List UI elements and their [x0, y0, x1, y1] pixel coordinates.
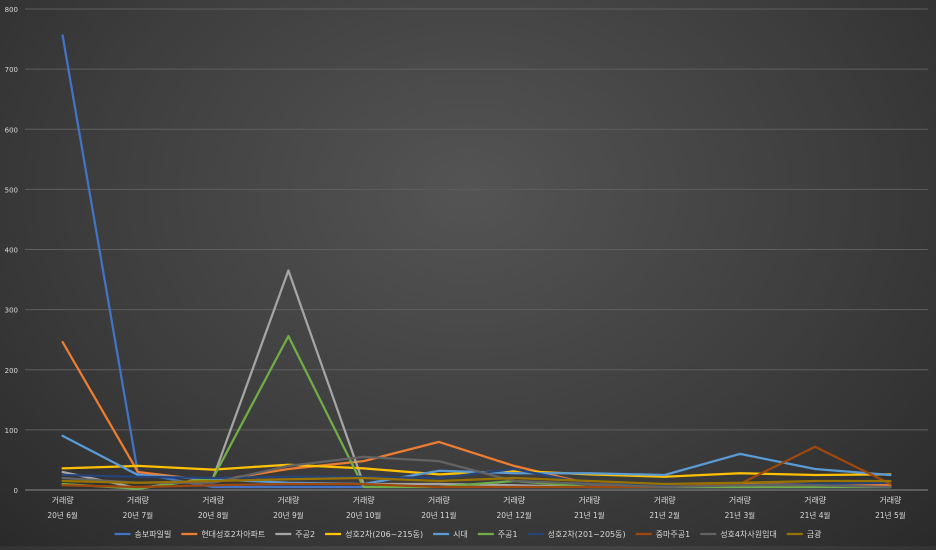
legend-item: 중마주공1: [635, 530, 691, 539]
legend-item: 주공2: [275, 530, 315, 539]
y-tick-label: 100: [5, 427, 18, 435]
legend-label: 성호2차(201~205동): [548, 530, 626, 539]
y-tick-label: 700: [5, 66, 18, 74]
x-tick-label-bottom: 20년 10월: [346, 510, 381, 520]
legend-label: 현대성호2차아파트: [201, 529, 265, 539]
y-tick-label: 300: [5, 307, 18, 315]
x-tick-label-bottom: 20년 7월: [123, 510, 154, 520]
x-tick-label-bottom: 21년 2월: [649, 510, 680, 520]
series-line: [61, 476, 892, 486]
x-tick-label-top: 거래량: [879, 495, 902, 505]
legend-item: 성호2차(201~205동): [527, 530, 626, 539]
legend-item: 시대: [433, 530, 468, 539]
legend-item: 금광: [786, 529, 822, 539]
x-tick-label-bottom: 21년 4월: [800, 510, 831, 520]
x-tick-label-top: 거래량: [127, 495, 150, 505]
x-axis-ticks: 거래량 20년 6월 거래량 20년 7월 거래량 20년 8월 거래량 20년 9월 거래량 2…: [47, 495, 905, 520]
y-tick-label: 500: [5, 186, 18, 194]
legend-label: 주공1: [498, 530, 518, 539]
x-tick-label-top: 거래량: [52, 495, 75, 505]
series-line: [61, 269, 892, 490]
legend-label: 시대: [453, 530, 468, 539]
x-tick-label-top: 거래량: [353, 495, 376, 505]
legend-item: 성호2차(206~215동): [325, 530, 423, 539]
legend-label: 주공2: [295, 530, 315, 539]
x-tick-label-bottom: 21년 1월: [574, 510, 605, 520]
series-line: [61, 34, 892, 489]
legend-item: 송보파일빌: [114, 529, 172, 539]
x-tick-label-bottom: 20년 11월: [421, 510, 456, 520]
series-line: [61, 455, 892, 489]
x-tick-label-top: 거래량: [578, 495, 601, 505]
x-tick-label-top: 거래량: [428, 495, 451, 505]
legend-label: 중마주공1: [656, 530, 691, 539]
x-tick-label-bottom: 21년 3월: [725, 510, 756, 520]
x-tick-label-bottom: 20년 9월: [273, 510, 304, 520]
x-tick-label-bottom: 20년 8월: [198, 510, 229, 520]
y-axis-ticks: 0 100 200 300 400 500 600 700 800: [5, 6, 18, 495]
gridlines: [25, 8, 928, 491]
x-tick-label-top: 거래량: [729, 495, 752, 505]
x-tick-label-bottom: 20년 6월: [47, 510, 78, 520]
series-line: [61, 340, 892, 487]
legend-label: 금광: [807, 529, 822, 539]
legend: 송보파일빌 현대성호2차아파트 주공2 성호2차(206~215동) 시대 주공1 성호2차…: [114, 529, 822, 539]
y-tick-label: 0: [14, 487, 18, 495]
legend-item: 주공1: [477, 530, 518, 539]
y-tick-label: 200: [5, 367, 18, 375]
x-tick-label-top: 거래량: [804, 495, 827, 505]
legend-label: 성호2차(206~215동): [345, 530, 423, 539]
x-tick-label-bottom: 20년 12월: [496, 510, 531, 520]
x-tick-label-top: 거래량: [202, 495, 225, 505]
legend-item: 성호4차사원임대: [700, 530, 777, 539]
series-line: [61, 334, 892, 490]
series-line: [61, 445, 892, 489]
x-tick-label-bottom: 21년 5월: [875, 510, 906, 520]
y-tick-label: 800: [5, 6, 18, 14]
x-tick-label-top: 거래량: [654, 495, 677, 505]
legend-item: 현대성호2차아파트: [181, 529, 265, 539]
x-tick-label-top: 거래량: [277, 495, 300, 505]
series-lines: [61, 34, 892, 490]
legend-label: 성호4차사원임대: [720, 530, 777, 539]
y-tick-label: 600: [5, 126, 18, 134]
y-tick-label: 400: [5, 247, 18, 255]
x-tick-label-top: 거래량: [503, 495, 526, 505]
legend-label: 송보파일빌: [135, 529, 172, 539]
